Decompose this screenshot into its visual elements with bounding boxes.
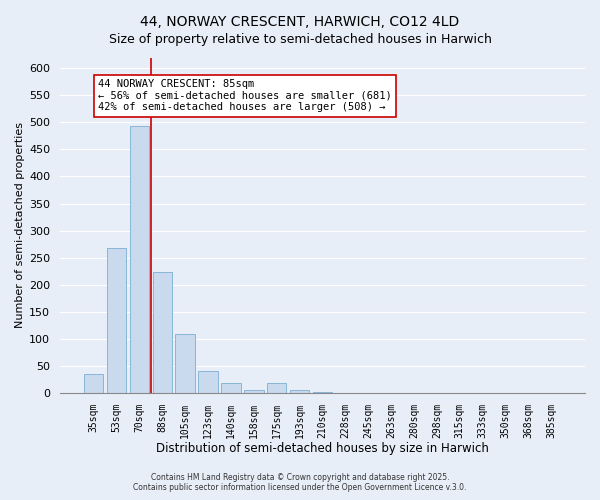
- X-axis label: Distribution of semi-detached houses by size in Harwich: Distribution of semi-detached houses by …: [156, 442, 489, 455]
- Bar: [244, 390, 263, 393]
- Text: 44, NORWAY CRESCENT, HARWICH, CO12 4LD: 44, NORWAY CRESCENT, HARWICH, CO12 4LD: [140, 15, 460, 29]
- Bar: [130, 126, 149, 393]
- Bar: [267, 383, 286, 393]
- Bar: [175, 334, 195, 393]
- Y-axis label: Number of semi-detached properties: Number of semi-detached properties: [15, 122, 25, 328]
- Bar: [84, 374, 103, 393]
- Bar: [107, 248, 126, 393]
- Bar: [221, 383, 241, 393]
- Text: Size of property relative to semi-detached houses in Harwich: Size of property relative to semi-detach…: [109, 32, 491, 46]
- Bar: [199, 371, 218, 393]
- Text: 44 NORWAY CRESCENT: 85sqm
← 56% of semi-detached houses are smaller (681)
42% of: 44 NORWAY CRESCENT: 85sqm ← 56% of semi-…: [98, 79, 391, 112]
- Bar: [152, 272, 172, 393]
- Bar: [313, 392, 332, 393]
- Bar: [290, 390, 310, 393]
- Text: Contains HM Land Registry data © Crown copyright and database right 2025.
Contai: Contains HM Land Registry data © Crown c…: [133, 473, 467, 492]
